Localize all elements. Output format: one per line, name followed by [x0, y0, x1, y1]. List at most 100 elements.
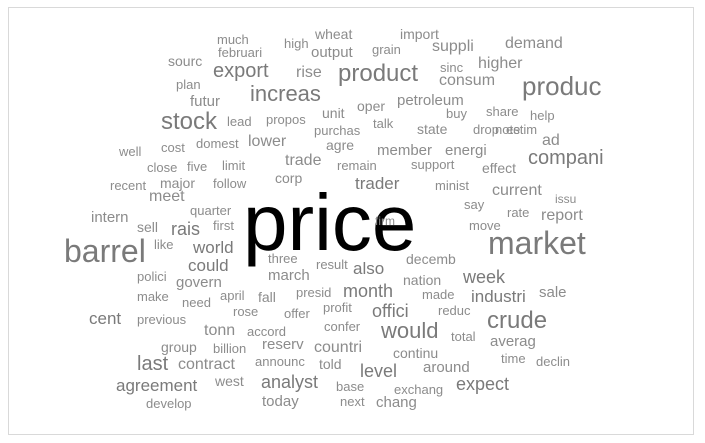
cloud-word-ad: ad [542, 132, 560, 149]
cloud-word-rose: rose [233, 304, 259, 319]
cloud-word-offici: offici [372, 301, 409, 321]
cloud-word-continu: continu [393, 345, 439, 361]
cloud-word-purchas: purchas [314, 123, 361, 138]
cloud-word-petroleum: petroleum [397, 92, 464, 109]
cloud-word-profit: profit [323, 300, 352, 315]
cloud-word-high: high [284, 36, 309, 51]
cloud-word-stock: stock [161, 108, 218, 135]
cloud-word-decemb: decemb [406, 251, 456, 267]
cloud-word-quarter: quarter [190, 203, 232, 218]
cloud-word-develop: develop [146, 396, 192, 411]
cloud-word-nation: nation [403, 272, 442, 288]
cloud-word-need: need [182, 295, 211, 310]
cloud-word-move: move [469, 218, 501, 233]
cloud-word-world: world [193, 238, 234, 257]
cloud-word-current: current [492, 182, 542, 199]
cloud-word-price: price [243, 178, 417, 267]
cloud-word-remain: remain [337, 158, 377, 173]
cloud-word-polici: polici [137, 269, 167, 284]
cloud-word-unit: unit [322, 105, 345, 121]
cloud-word-confer: confer [324, 319, 361, 334]
cloud-word-much: much [217, 32, 249, 47]
cloud-word-buy: buy [446, 106, 467, 121]
cloud-word-tonn: tonn [204, 322, 236, 339]
cloud-word-trade: trade [285, 152, 322, 169]
cloud-word-sourc: sourc [168, 53, 203, 69]
cloud-word-firm: firm [375, 214, 395, 228]
cloud-word-expect: expect [456, 374, 510, 394]
cloud-word-would: would [381, 318, 439, 343]
cloud-word-produc: produc [522, 71, 602, 101]
cloud-word-month: month [343, 281, 394, 301]
cloud-word-energi: energi [445, 142, 487, 159]
cloud-word-effect: effect [482, 160, 516, 176]
cloud-word-sale: sale [539, 284, 567, 301]
cloud-word-rise: rise [296, 64, 322, 81]
cloud-word-cost: cost [161, 140, 185, 155]
cloud-word-februari: februari [218, 45, 263, 60]
cloud-word-reserv: reserv [262, 336, 304, 353]
cloud-word-grain: grain [372, 42, 401, 57]
cloud-word-intern: intern [91, 209, 129, 226]
cloud-word-crude: crude [487, 307, 548, 334]
cloud-word-april: april [220, 288, 245, 303]
cloud-word-time: time [501, 351, 526, 366]
cloud-word-group: group [161, 339, 197, 355]
cloud-word-import: import [400, 26, 439, 42]
cloud-word-sell: sell [137, 219, 159, 235]
cloud-word-propos: propos [266, 112, 306, 127]
cloud-word-chang: chang [376, 394, 417, 411]
cloud-word-presid: presid [296, 285, 332, 300]
cloud-word-support: support [411, 157, 455, 172]
cloud-word-fall: fall [258, 289, 276, 305]
cloud-word-march: march [268, 267, 310, 284]
cloud-word-govern: govern [176, 274, 222, 291]
cloud-word-industri: industri [471, 287, 526, 306]
cloud-word-west: west [215, 373, 244, 389]
cloud-word-lead: lead [227, 114, 252, 129]
cloud-word-barrel: barrel [64, 233, 146, 269]
cloud-word-wheat: wheat [315, 26, 353, 42]
cloud-word-lower: lower [248, 133, 287, 150]
cloud-word-offer: offer [284, 306, 310, 321]
cloud-word-rais: rais [171, 219, 201, 239]
cloud-word-output: output [311, 44, 353, 61]
cloud-word-well: well [119, 144, 142, 159]
cloud-word-talk: talk [373, 116, 394, 131]
cloud-word-futur: futur [190, 93, 221, 110]
cloud-word-three: three [268, 251, 298, 266]
cloud-word-major: major [160, 175, 196, 191]
cloud-word-week: week [463, 267, 506, 287]
cloud-word-billion: billion [213, 341, 247, 356]
cloud-word-estim: estim [506, 122, 538, 137]
cloud-word-total: total [451, 329, 476, 344]
cloud-word-told: told [319, 356, 342, 372]
cloud-word-agre: agre [326, 137, 355, 153]
cloud-word-previous: previous [137, 312, 187, 327]
cloud-word-analyst: analyst [261, 372, 319, 392]
cloud-word-make: make [137, 289, 169, 304]
cloud-word-product: product [338, 60, 419, 87]
cloud-word-issu: issu [555, 192, 577, 206]
cloud-word-cent: cent [89, 309, 122, 328]
cloud-word-averag: averag [490, 333, 536, 350]
cloud-word-sinc: sinc [440, 60, 464, 75]
cloud-word-note: note [495, 122, 521, 137]
cloud-word-demand: demand [505, 35, 563, 52]
cloud-word-limit: limit [222, 158, 246, 173]
cloud-word-consum: consum [439, 72, 496, 89]
cloud-word-increas: increas [250, 81, 321, 106]
cloud-word-next: next [340, 394, 365, 409]
cloud-word-today: today [262, 393, 299, 410]
cloud-word-help: help [530, 108, 555, 123]
cloud-word-minist: minist [435, 178, 469, 193]
cloud-word-close: close [147, 160, 178, 175]
cloud-word-compani: compani [528, 147, 604, 169]
cloud-word-suppli: suppli [432, 38, 474, 55]
cloud-word-also: also [353, 259, 385, 278]
cloud-word-around: around [423, 359, 470, 376]
cloud-word-say: say [464, 197, 485, 212]
cloud-word-five: five [187, 159, 208, 174]
cloud-word-made: made [422, 287, 455, 302]
cloud-word-contract: contract [178, 356, 235, 373]
